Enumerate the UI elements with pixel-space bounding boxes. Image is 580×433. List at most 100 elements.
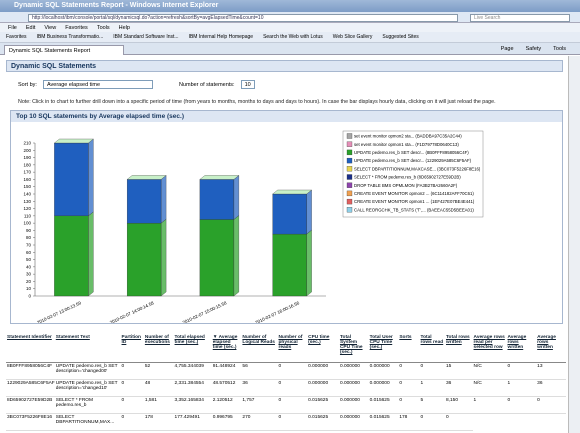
- column-header[interactable]: Sorts: [398, 334, 420, 363]
- bar-segment: [126, 222, 162, 297]
- legend-swatch: [346, 207, 353, 213]
- page-heading: Dynamic SQL Statements: [6, 60, 563, 72]
- table-cell: 0.000000: [368, 362, 399, 380]
- favorite-link[interactable]: Suggested Sites: [382, 34, 419, 40]
- controls: Sort by: Average elapsed time Number of …: [18, 80, 255, 89]
- table-cell: 1,581: [143, 396, 174, 414]
- legend-label: SELECT * FROM pedemo.res_b (8D65902727E5…: [354, 175, 461, 180]
- favorite-link[interactable]: Search the Web with Lotus: [263, 34, 323, 40]
- menu-item[interactable]: Edit: [25, 24, 36, 31]
- column-header[interactable]: Average rows read per selected row: [472, 334, 507, 363]
- table-cell: 1: [419, 379, 445, 397]
- bar-top: [272, 189, 313, 195]
- menu-item[interactable]: File: [8, 24, 17, 31]
- table-cell: 0.000000: [338, 362, 369, 380]
- table-cell: 36: [444, 379, 473, 397]
- table-row: 8B0FFF8958056C4F UPDATE pedemo.res_b SET …: [6, 362, 566, 380]
- menu-item[interactable]: View: [44, 24, 57, 31]
- statements-table: Statement Identifier Statement Text Partit…: [6, 334, 566, 431]
- table-cell: 0: [120, 362, 144, 380]
- favorite-link[interactable]: Web Slice Gallery: [332, 34, 373, 40]
- favorite-link[interactable]: Favorites: [6, 34, 27, 40]
- table-cell: 0: [444, 413, 473, 431]
- bar-segment: [199, 219, 235, 297]
- table-cell: UPDATE pedemo.res_b SET description='cha…: [54, 379, 121, 397]
- table-row: 3BC073F5226F8E16 SELECT DBPARTITIONNUM,MA…: [6, 413, 566, 431]
- legend-swatch: [346, 198, 353, 205]
- table-cell: 0: [419, 413, 445, 431]
- bar-segment: [272, 233, 307, 297]
- column-header[interactable]: Number of physical reads: [277, 334, 308, 363]
- column-header[interactable]: Total rows read: [419, 334, 445, 363]
- table-cell: 56: [241, 362, 278, 380]
- legend-label: set event monitor opmon2 sta... (BADDBA9…: [354, 134, 462, 139]
- search-field[interactable]: Live Search: [470, 14, 570, 22]
- y-tick-label: 80: [26, 235, 32, 240]
- menu-item[interactable]: Help: [118, 24, 130, 31]
- table-cell: 0: [120, 396, 144, 414]
- window-title: Dynamic SQL Statements Report - Windows …: [0, 0, 580, 12]
- column-header[interactable]: Statement Text: [54, 334, 121, 363]
- column-header[interactable]: Total System CPU Time (sec.): [338, 334, 369, 363]
- sort-select[interactable]: Average elapsed time: [42, 80, 153, 89]
- menu-item[interactable]: Tools: [96, 24, 110, 31]
- column-header[interactable]: Partition ID: [120, 334, 144, 363]
- url-field[interactable]: http://localhost/ibm/console/portal/sql/…: [28, 14, 458, 22]
- table-cell: 178: [398, 413, 420, 431]
- table-cell: 0: [419, 362, 445, 380]
- bar-side: [306, 189, 312, 235]
- table-cell: 0: [536, 396, 566, 414]
- y-tick-label: 180: [23, 162, 31, 167]
- table-cell: 1229029A585C6F5AF: [6, 379, 55, 397]
- y-tick-label: 0: [28, 294, 31, 299]
- scrollbar[interactable]: [568, 56, 580, 433]
- table-cell: 4,755.344039: [173, 362, 212, 380]
- bar-side: [160, 218, 167, 297]
- legend-label: CALL REORGCHK_TB_STATS ('T',... (BAEEAC5…: [354, 207, 474, 212]
- table-cell: 8D65902727E59D2B: [6, 396, 55, 414]
- bar-side: [233, 175, 240, 220]
- count-select[interactable]: 10: [240, 80, 255, 89]
- y-tick-label: 20: [26, 279, 32, 284]
- bar-segment: [126, 179, 162, 224]
- column-header[interactable]: CPU time (sec.): [307, 334, 339, 363]
- column-header[interactable]: ▼ Average elapsed time (sec.): [211, 334, 242, 363]
- menu-item[interactable]: Favorites: [65, 24, 88, 31]
- table-cell: 0: [398, 362, 420, 380]
- table-cell: 2.120512: [211, 396, 242, 414]
- favorite-link[interactable]: IBM Standard Software Inst...: [113, 34, 179, 40]
- column-header[interactable]: Average rows written: [536, 334, 566, 363]
- table-cell: 48: [143, 379, 174, 397]
- x-tick-label: 2010-02-07 14:00:14.58: [109, 300, 155, 323]
- table-cell: 0.015625: [307, 413, 339, 431]
- y-tick-label: 130: [23, 199, 31, 204]
- y-tick-label: 60: [26, 250, 32, 255]
- legend-swatch: [346, 133, 353, 139]
- column-header[interactable]: Total User CPU Time (sec.): [368, 334, 399, 363]
- column-header[interactable]: Average rows written: [506, 334, 537, 363]
- command-button[interactable]: Safety: [525, 46, 542, 52]
- column-header[interactable]: Total elapsed time (sec.): [173, 334, 212, 363]
- table-cell: 0.000000: [338, 396, 369, 414]
- bar-segment: [54, 215, 89, 297]
- favorite-link[interactable]: IBM Business Transformatio...: [36, 34, 104, 40]
- table-cell: 0: [398, 396, 420, 414]
- favorite-link[interactable]: IBM Internal Help Homepage: [188, 34, 254, 40]
- tab[interactable]: Dynamic SQL Statements Report: [4, 45, 124, 55]
- column-header[interactable]: Number of Logical Reads: [241, 334, 278, 363]
- table-cell: 1: [506, 379, 537, 397]
- y-tick-label: 150: [23, 184, 31, 189]
- table-cell: 5: [419, 396, 445, 414]
- note: Note: Click in to chart to further drill…: [18, 99, 496, 105]
- bar-side: [160, 175, 167, 224]
- column-header[interactable]: Number of executions: [143, 334, 174, 363]
- column-header[interactable]: Total rows written: [444, 334, 473, 363]
- column-header[interactable]: Statement Identifier: [6, 334, 55, 363]
- table-cell: 0.000000: [338, 413, 369, 431]
- bar-top: [126, 175, 167, 180]
- command-button[interactable]: Tools: [553, 46, 566, 52]
- table-row: 8D65902727E59D2B SELECT * FROM pedemo.res…: [6, 396, 566, 414]
- command-button[interactable]: Page: [500, 46, 514, 52]
- y-tick-label: 210: [23, 141, 31, 146]
- legend-swatch: [346, 166, 353, 172]
